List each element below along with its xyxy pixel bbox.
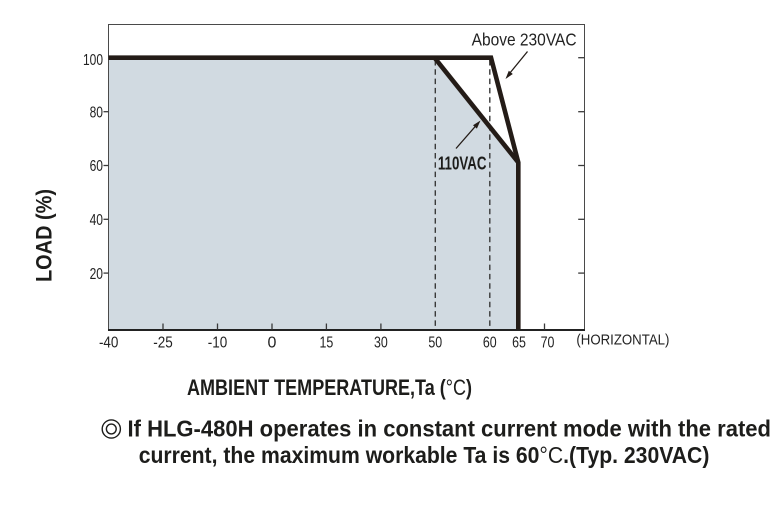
svg-text:100: 100 [83, 52, 103, 69]
svg-text:AMBIENT TEMPERATURE,Ta (°C): AMBIENT TEMPERATURE,Ta (°C) [187, 375, 472, 400]
svg-text:40: 40 [90, 212, 103, 229]
svg-text:-40: -40 [99, 335, 119, 352]
svg-text:60: 60 [90, 158, 103, 175]
svg-text:65: 65 [512, 335, 526, 352]
svg-text:70: 70 [541, 335, 555, 352]
svg-text:80: 80 [90, 104, 103, 121]
svg-text:30: 30 [374, 335, 388, 352]
svg-text:60: 60 [483, 335, 497, 352]
svg-text:-25: -25 [153, 335, 173, 352]
svg-text:-10: -10 [208, 335, 228, 352]
svg-text:50: 50 [428, 335, 442, 352]
svg-text:current, the maximum workable: current, the maximum workable Ta is 60°C… [139, 442, 710, 468]
svg-text:15: 15 [320, 335, 334, 352]
svg-text:Above 230VAC: Above 230VAC [472, 30, 577, 50]
svg-text:20: 20 [90, 266, 103, 283]
svg-text:0: 0 [268, 335, 277, 352]
svg-text:LOAD (%): LOAD (%) [32, 189, 57, 282]
svg-text:(HORIZONTAL): (HORIZONTAL) [576, 332, 669, 348]
svg-text:110VAC: 110VAC [438, 154, 487, 174]
svg-text:If HLG-480H operates in consta: If HLG-480H operates in constant current… [128, 415, 772, 441]
